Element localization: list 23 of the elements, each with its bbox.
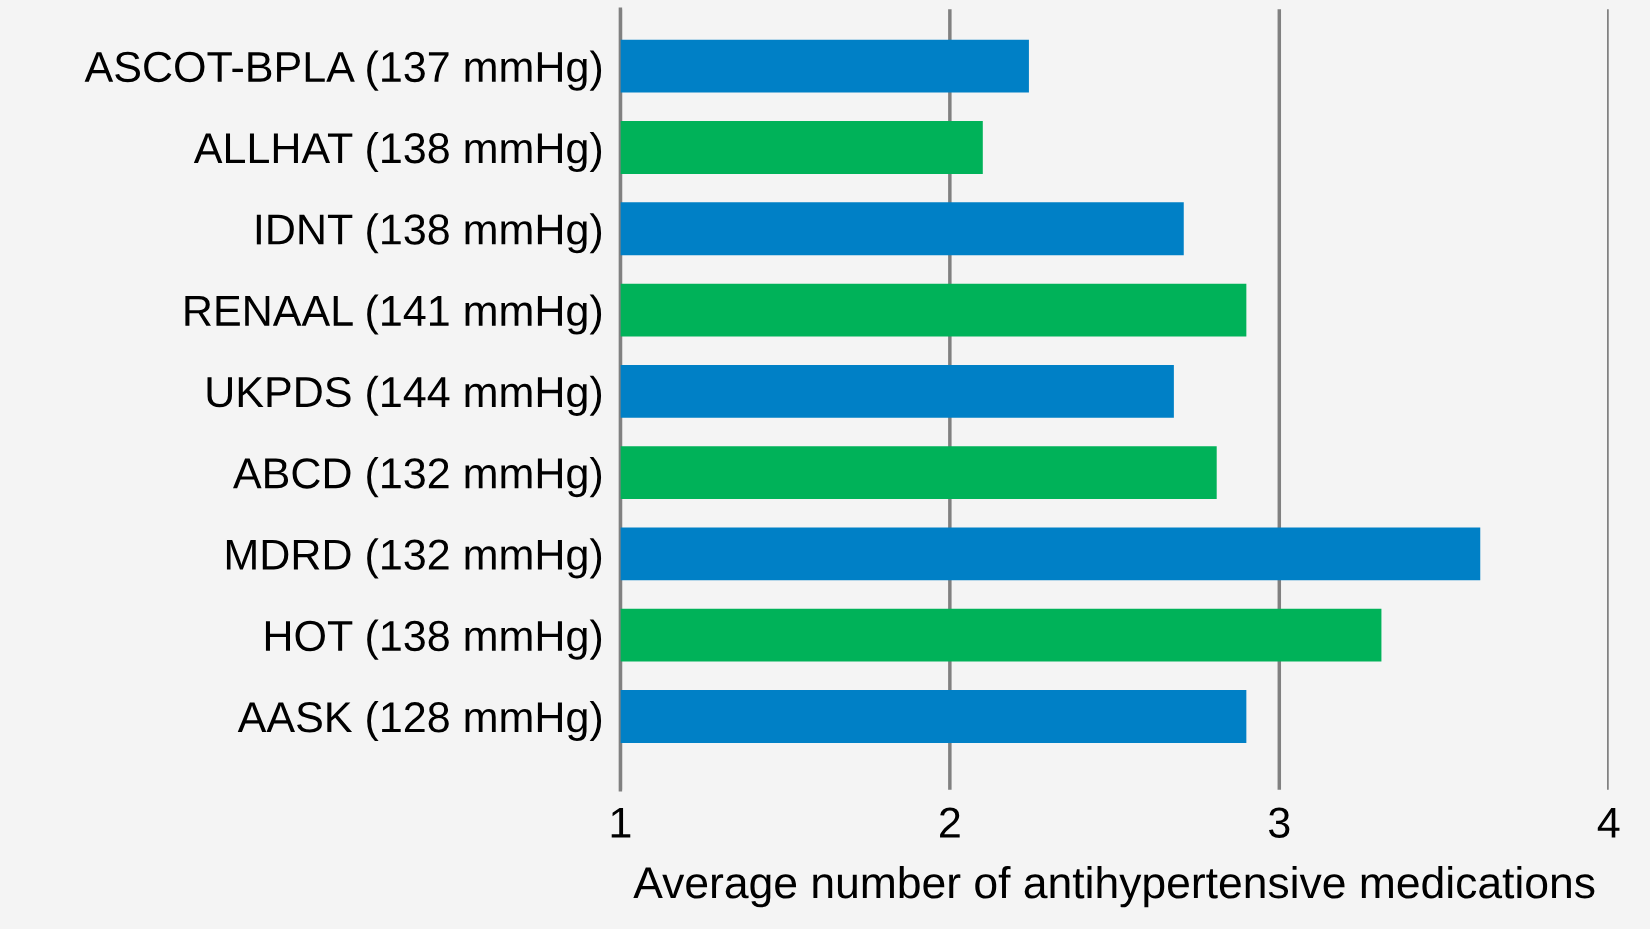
- y-tick-label: ABCD (132 mmHg): [233, 457, 602, 498]
- bar: [620, 283, 1247, 337]
- bar: [620, 121, 983, 174]
- bar: [620, 690, 1247, 743]
- x-axis-title: Average number of antihypertensive medications: [633, 865, 1595, 908]
- x-tick-label: 4: [1597, 807, 1620, 838]
- bar: [620, 364, 1174, 418]
- y-tick-label: HOT (138 mmHg): [265, 619, 602, 660]
- bar: [620, 446, 1217, 500]
- y-tick-label: ASCOT-BPLA (137 mmHg): [84, 50, 602, 91]
- y-tick-label: RENAAL (141 mmHg): [185, 294, 602, 335]
- x-tick-label: 2: [940, 807, 960, 838]
- bar: [620, 608, 1382, 662]
- y-tick-label: IDNT (138 mmHg): [256, 213, 602, 254]
- y-tick-label: UKPDS (144 mmHg): [207, 375, 602, 416]
- y-tick-label: ALLHAT (138 mmHg): [193, 131, 602, 173]
- bar: [620, 202, 1184, 256]
- x-tick-label: 1: [611, 807, 631, 838]
- y-tick-label: AASK (128 mmHg): [237, 700, 602, 742]
- bar: [620, 527, 1481, 581]
- x-tick-label: 3: [1268, 807, 1290, 838]
- bar: [620, 39, 1029, 93]
- y-tick-label: MDRD (132 mmHg): [226, 538, 602, 579]
